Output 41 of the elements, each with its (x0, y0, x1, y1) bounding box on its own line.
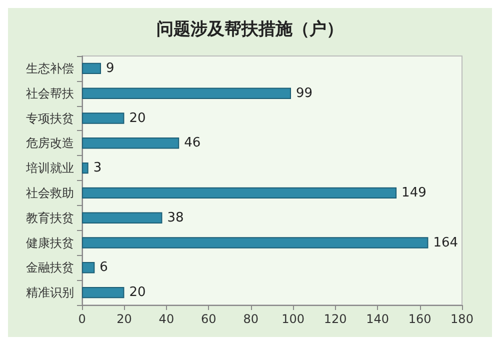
data-label: 99 (296, 86, 313, 101)
bar (82, 88, 291, 99)
y-tick-label: 精准识别 (26, 286, 74, 300)
bar (82, 286, 124, 298)
x-tick-label: 160 (408, 312, 432, 326)
bar (82, 162, 88, 174)
x-tick-label: 100 (282, 312, 305, 326)
x-tick-label: 80 (243, 312, 259, 326)
y-tick-label: 培训就业 (25, 161, 74, 176)
y-tick-label: 健康扶贫 (26, 236, 74, 250)
data-label: 9 (106, 60, 114, 76)
x-tick-label: 180 (450, 312, 474, 326)
data-label: 6 (100, 260, 108, 276)
y-tick-label: 金融扶贫 (26, 260, 74, 275)
y-tick-label: 危房改造 (26, 136, 74, 150)
bar (82, 237, 428, 248)
y-tick-label: 专项扶贫 (26, 111, 74, 126)
data-label: 38 (167, 210, 184, 226)
y-tick-label: 社会救助 (26, 186, 74, 200)
x-tick-label: 60 (201, 312, 216, 326)
bar (82, 262, 95, 274)
y-tick-label: 教育扶贫 (26, 210, 74, 225)
data-label: 3 (93, 160, 102, 176)
bar (82, 62, 101, 74)
data-label: 46 (184, 136, 201, 151)
y-tick-label: 社会帮扶 (26, 86, 74, 100)
bar (82, 187, 397, 199)
y-tick-label: 生态补偿 (26, 61, 74, 76)
x-tick-label: 40 (158, 312, 174, 326)
x-tick-label: 140 (366, 312, 390, 326)
bar (82, 138, 180, 149)
bar (82, 212, 162, 224)
bar (82, 112, 124, 124)
x-tick-label: 0 (78, 312, 86, 326)
data-label: 164 (433, 235, 458, 250)
chart-title: 问题涉及帮扶措施（户） (156, 20, 344, 40)
data-label: 20 (129, 110, 146, 126)
data-label: 149 (402, 185, 426, 200)
data-label: 20 (129, 285, 146, 300)
x-tick-label: 20 (116, 312, 132, 326)
x-tick-label: 120 (324, 312, 347, 326)
